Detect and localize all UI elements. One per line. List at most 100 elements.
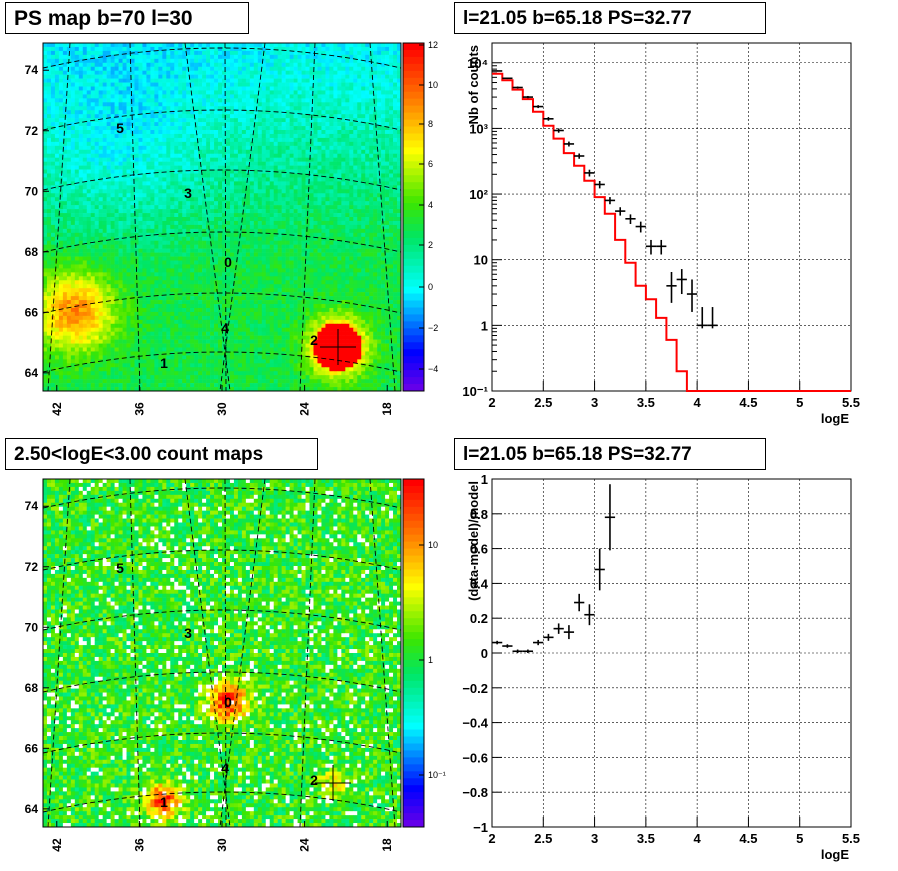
map-cell <box>249 130 255 135</box>
map-cell <box>297 213 302 218</box>
map-cell <box>389 114 394 119</box>
map-cell <box>50 78 56 83</box>
map-cell <box>122 256 127 261</box>
map-cell <box>182 94 187 99</box>
map-cell <box>142 82 147 87</box>
map-cell <box>345 74 350 79</box>
map-cell <box>90 181 96 186</box>
map-cell <box>90 46 96 52</box>
map-cell <box>397 205 402 210</box>
map-cell <box>397 130 402 135</box>
map-cell <box>397 110 402 115</box>
map-cell <box>110 244 115 249</box>
map-cell <box>210 228 215 234</box>
map-cell <box>369 118 374 123</box>
map-cell <box>202 94 207 99</box>
map-cell <box>265 256 271 261</box>
map-cell <box>397 141 402 147</box>
map-cell <box>142 252 147 257</box>
map-cell <box>138 43 143 48</box>
map-cell <box>114 201 119 206</box>
map-cell <box>182 240 187 245</box>
map-cell <box>225 58 231 64</box>
map-cell <box>202 62 207 68</box>
map-cell <box>158 252 163 257</box>
map-cell <box>182 205 187 210</box>
map-cell <box>353 50 358 56</box>
map-cell <box>94 74 99 79</box>
map-cell <box>361 213 366 218</box>
map-cell <box>86 189 92 194</box>
map-cell <box>158 244 163 249</box>
map-cell <box>98 66 103 71</box>
map-cell <box>249 153 255 158</box>
map-cell <box>158 46 163 52</box>
map-cell <box>182 232 187 238</box>
map-cell <box>245 220 251 226</box>
map-cell <box>393 185 398 190</box>
map-cell <box>313 252 318 257</box>
map-cell <box>353 177 358 182</box>
map-cell <box>341 141 346 147</box>
map-cell <box>206 256 211 261</box>
map-cell <box>218 205 223 210</box>
map-cell <box>265 94 271 99</box>
map-cell <box>222 169 227 174</box>
map-cell <box>297 122 302 127</box>
map-cell <box>210 161 215 166</box>
map-cell <box>277 217 282 222</box>
map-cell <box>98 161 103 166</box>
map-cell <box>214 213 219 218</box>
map-cell <box>337 177 342 182</box>
map-cell <box>190 149 195 155</box>
map-cell <box>253 228 259 234</box>
map-cell <box>281 169 286 174</box>
map-cell <box>297 228 302 234</box>
map-cell <box>397 94 402 99</box>
map-cell <box>198 70 203 75</box>
map-cell <box>54 260 60 265</box>
map-cell <box>353 126 358 131</box>
map-cell <box>162 78 167 83</box>
map-cell <box>333 46 338 52</box>
map-cell <box>313 228 318 234</box>
map-cell <box>146 260 151 265</box>
map-cell <box>110 114 115 119</box>
map-cell <box>249 169 255 174</box>
map-cell <box>353 220 358 226</box>
map-cell <box>146 130 151 135</box>
map-cell <box>369 252 374 257</box>
map-cell <box>281 220 286 226</box>
map-cell <box>190 248 195 253</box>
map-cell <box>138 193 143 198</box>
map-cell <box>158 54 163 60</box>
map-cell <box>166 74 171 79</box>
map-cell <box>102 126 107 131</box>
map-cell <box>74 78 80 83</box>
map-cell <box>150 169 155 174</box>
map-cell <box>198 236 203 242</box>
map-cell <box>229 157 235 162</box>
map-cell <box>222 248 227 253</box>
map-cell <box>329 110 334 115</box>
map-cell <box>241 94 247 99</box>
map-cell <box>253 110 259 115</box>
map-cell <box>281 98 286 103</box>
map-cell <box>174 66 179 71</box>
map-cell <box>170 106 175 111</box>
map-cell <box>114 157 119 162</box>
map-cell <box>58 209 64 214</box>
map-cell <box>305 157 310 162</box>
map-cell <box>162 173 167 178</box>
map-cell <box>194 114 199 119</box>
map-cell <box>301 201 306 206</box>
map-cell <box>202 137 207 143</box>
map-cell <box>178 106 183 111</box>
map-cell <box>361 197 366 202</box>
map-cell <box>241 209 247 214</box>
map-cell <box>241 252 247 257</box>
map-cell <box>337 90 342 95</box>
map-cell <box>293 228 298 234</box>
map-cell <box>333 74 338 79</box>
map-cell <box>301 74 306 79</box>
